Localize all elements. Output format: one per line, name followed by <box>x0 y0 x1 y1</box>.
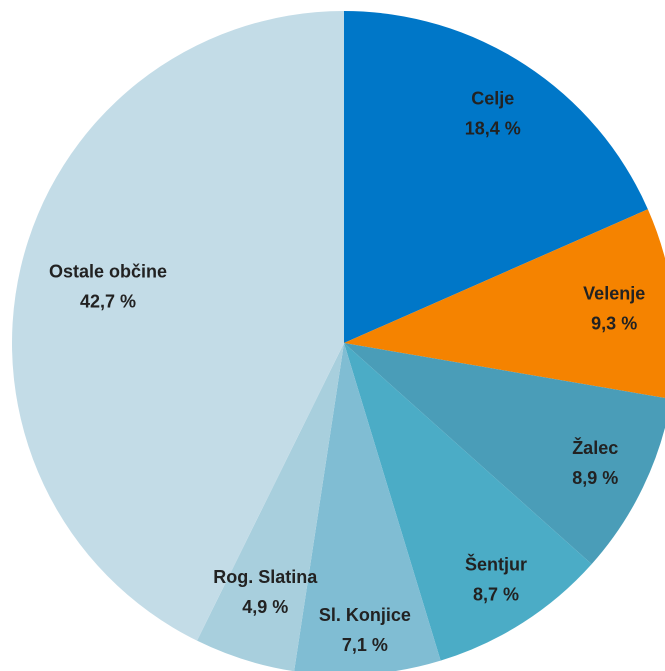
slice-label: Rog. Slatina <box>213 567 318 587</box>
slice-label: Šentjur <box>465 554 527 575</box>
pie-slice <box>344 343 665 565</box>
slice-value-label: 9,3 % <box>591 313 637 333</box>
slice-label: Ostale občine <box>49 262 167 282</box>
pie-slice <box>344 343 592 661</box>
slice-value-label: 8,9 % <box>572 468 618 488</box>
slice-value-label: 8,7 % <box>473 585 519 605</box>
slice-label: Žalec <box>572 437 618 458</box>
pie-slice <box>197 343 344 671</box>
pie-slice <box>344 11 648 343</box>
slice-label: Celje <box>471 89 514 109</box>
slice-value-label: 7,1 % <box>342 635 388 655</box>
pie-slice <box>294 343 441 671</box>
slice-value-label: 42,7 % <box>80 292 136 312</box>
slice-label: Sl. Konjice <box>319 605 411 625</box>
slice-label: Velenje <box>583 283 645 303</box>
slice-value-label: 18,4 % <box>465 119 521 139</box>
pie-slice <box>344 209 665 398</box>
pie-slice <box>12 11 345 641</box>
slice-value-label: 4,9 % <box>242 597 288 617</box>
